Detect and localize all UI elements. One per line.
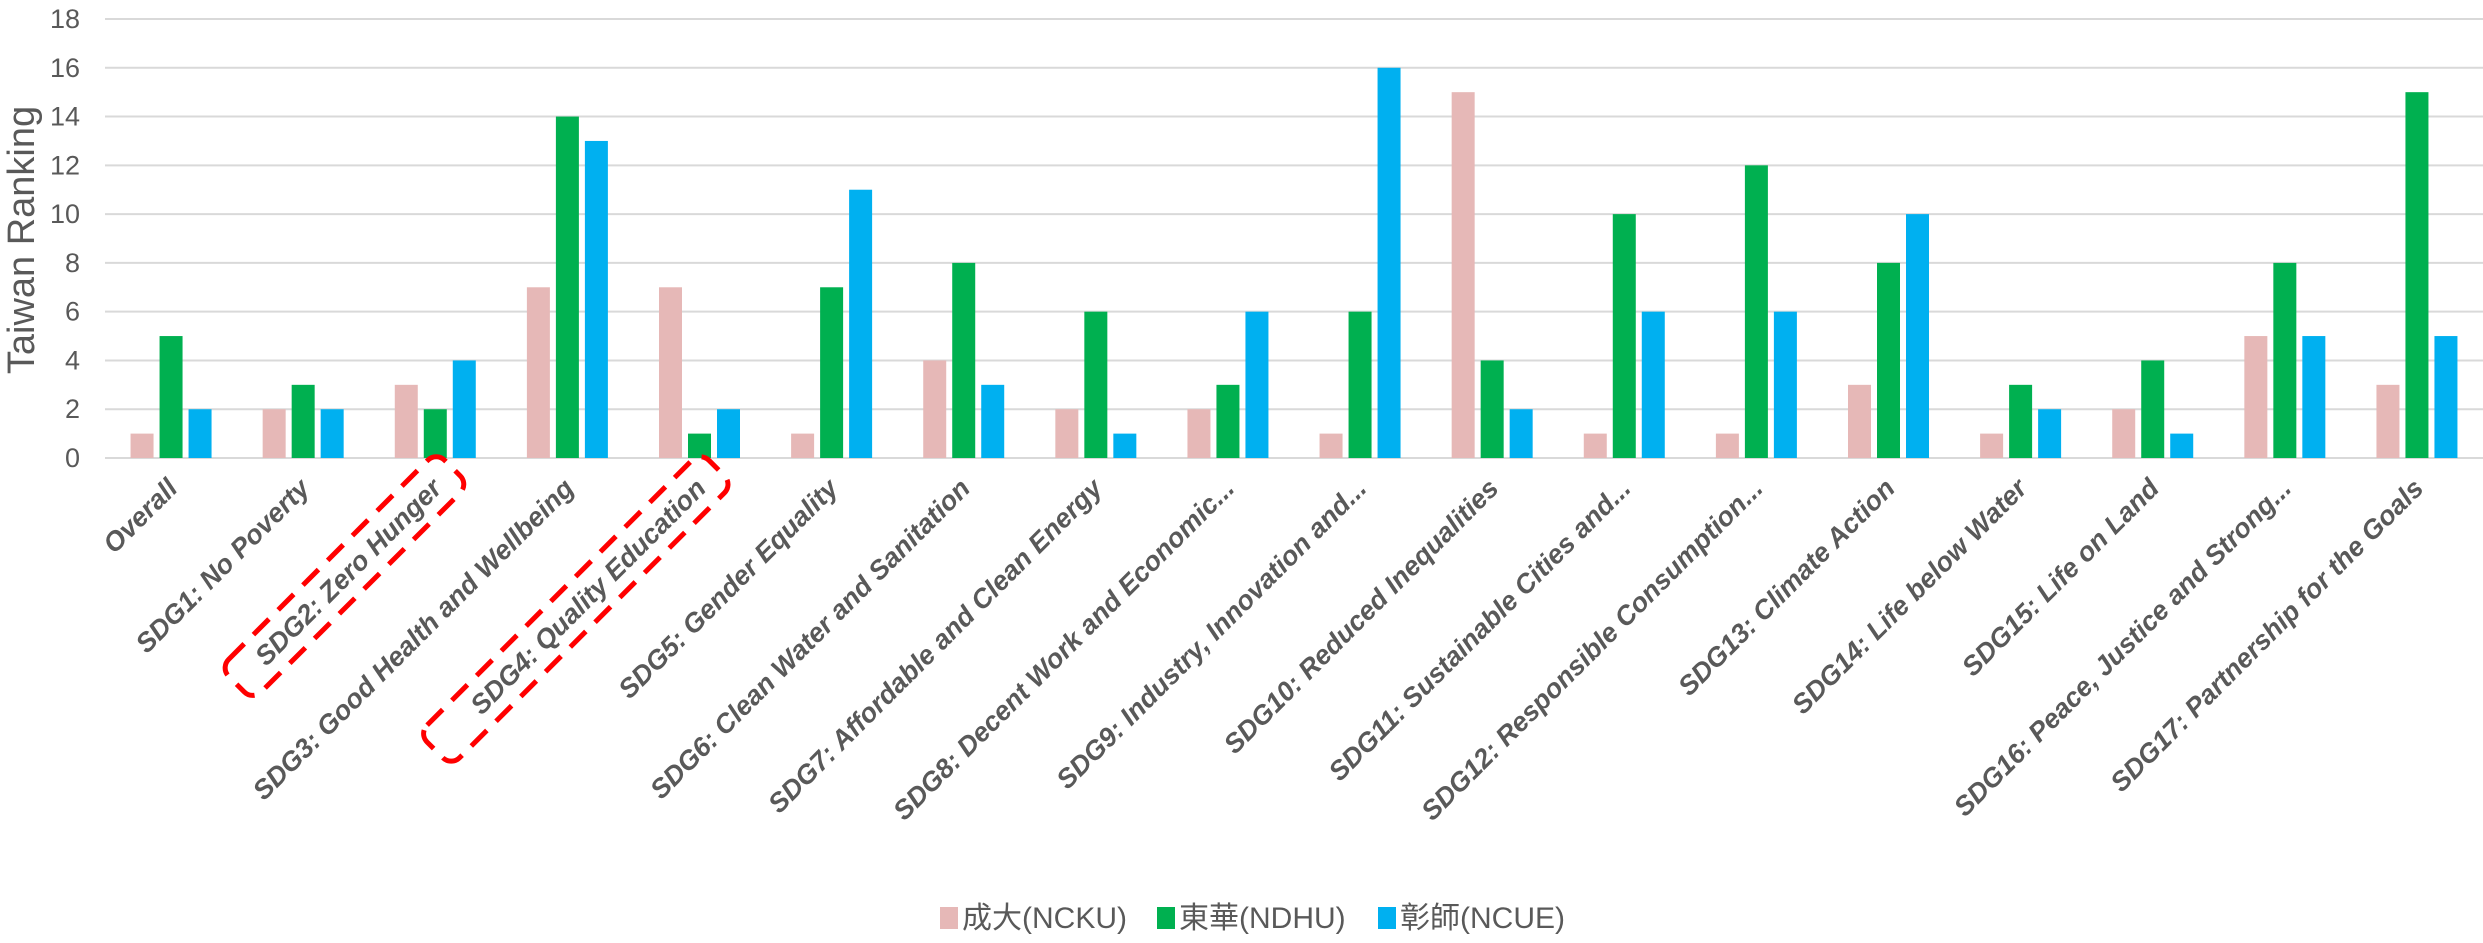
bar [659, 287, 682, 458]
bar [1084, 311, 1108, 458]
x-tick-label: SDG4: Quality Education [465, 473, 712, 720]
bar [452, 360, 476, 458]
bar [159, 336, 183, 458]
bar [1245, 311, 1269, 458]
bar [394, 384, 418, 458]
bar [820, 287, 844, 458]
bar [688, 433, 711, 458]
bar [717, 409, 740, 458]
x-tick-label: Overall [97, 473, 183, 559]
bar [791, 433, 815, 458]
bar [1980, 433, 2004, 458]
bar [262, 409, 286, 458]
legend-swatch [1378, 907, 1396, 929]
y-tick-label: 14 [50, 102, 80, 132]
highlight-box [222, 454, 467, 698]
y-tick-label: 10 [50, 199, 80, 229]
legend-label: 彰師(NCUE) [1400, 902, 1565, 935]
x-tick-label: SDG10: Reduced Inequalities [1218, 473, 1504, 759]
bar [1612, 214, 1636, 458]
bar [1216, 384, 1240, 458]
bar [1319, 433, 1343, 458]
bar [2141, 360, 2165, 458]
legend-swatch [940, 907, 958, 929]
bar [1509, 409, 1533, 458]
bar [2038, 409, 2062, 458]
bar [981, 384, 1005, 458]
bar [291, 384, 315, 458]
bar [2170, 433, 2194, 458]
bar [188, 409, 212, 458]
x-tick-label: SDG13: Climate Action [1672, 473, 1900, 701]
bar [2112, 409, 2136, 458]
legend-label: 成大(NCKU) [962, 902, 1127, 935]
bar [923, 360, 947, 458]
bar [1641, 311, 1665, 458]
bar [1583, 433, 1607, 458]
x-tick-label: SDG5: Gender Equality [613, 472, 846, 705]
x-tick-label: SDG14: Life below Water [1786, 472, 2034, 720]
legend-swatch [1157, 907, 1175, 929]
bar [2273, 262, 2297, 458]
bar [1480, 360, 1504, 458]
y-tick-label: 8 [65, 248, 80, 278]
legend: 成大(NCKU) 東華(NDHU) 彰師(NCUE) [940, 902, 1565, 935]
bar [1877, 262, 1900, 458]
bar [1773, 311, 1797, 458]
bar [526, 287, 550, 458]
y-tick-label: 12 [50, 150, 80, 180]
bar [1715, 433, 1739, 458]
grid-lines [105, 18, 2483, 459]
bar [423, 409, 447, 458]
y-tick-label: 0 [65, 443, 80, 473]
bar [2405, 92, 2429, 459]
y-tick-label: 2 [65, 394, 80, 424]
bar [1187, 409, 1211, 458]
bars [130, 67, 2458, 459]
y-tick-label: 4 [65, 345, 80, 375]
bar [130, 433, 154, 458]
highlight-boxes [222, 454, 731, 764]
bar [2244, 336, 2268, 458]
bar [2009, 384, 2033, 458]
bar [1744, 165, 1768, 459]
bar [2302, 336, 2326, 458]
bar [320, 409, 344, 458]
bar [1377, 67, 1401, 459]
bar [1451, 92, 1475, 459]
bar [849, 189, 873, 458]
legend-label: 東華(NDHU) [1179, 902, 1346, 935]
y-tick-label: 18 [50, 4, 80, 34]
y-axis-ticks: 0 2 4 6 8 10 12 14 16 18 [50, 4, 80, 473]
bar [584, 140, 608, 458]
bar [1906, 214, 1929, 458]
bar [1055, 409, 1079, 458]
y-tick-label: 6 [65, 297, 80, 327]
y-axis-label: Taiwan Ranking [1, 106, 43, 374]
bar [1848, 384, 1871, 458]
bar [1348, 311, 1372, 458]
bar [2376, 384, 2400, 458]
highlight-box [421, 454, 731, 764]
bar [555, 116, 579, 459]
bar [2434, 336, 2458, 458]
bar [1113, 433, 1137, 458]
y-tick-label: 16 [50, 53, 80, 83]
bar [952, 262, 976, 458]
